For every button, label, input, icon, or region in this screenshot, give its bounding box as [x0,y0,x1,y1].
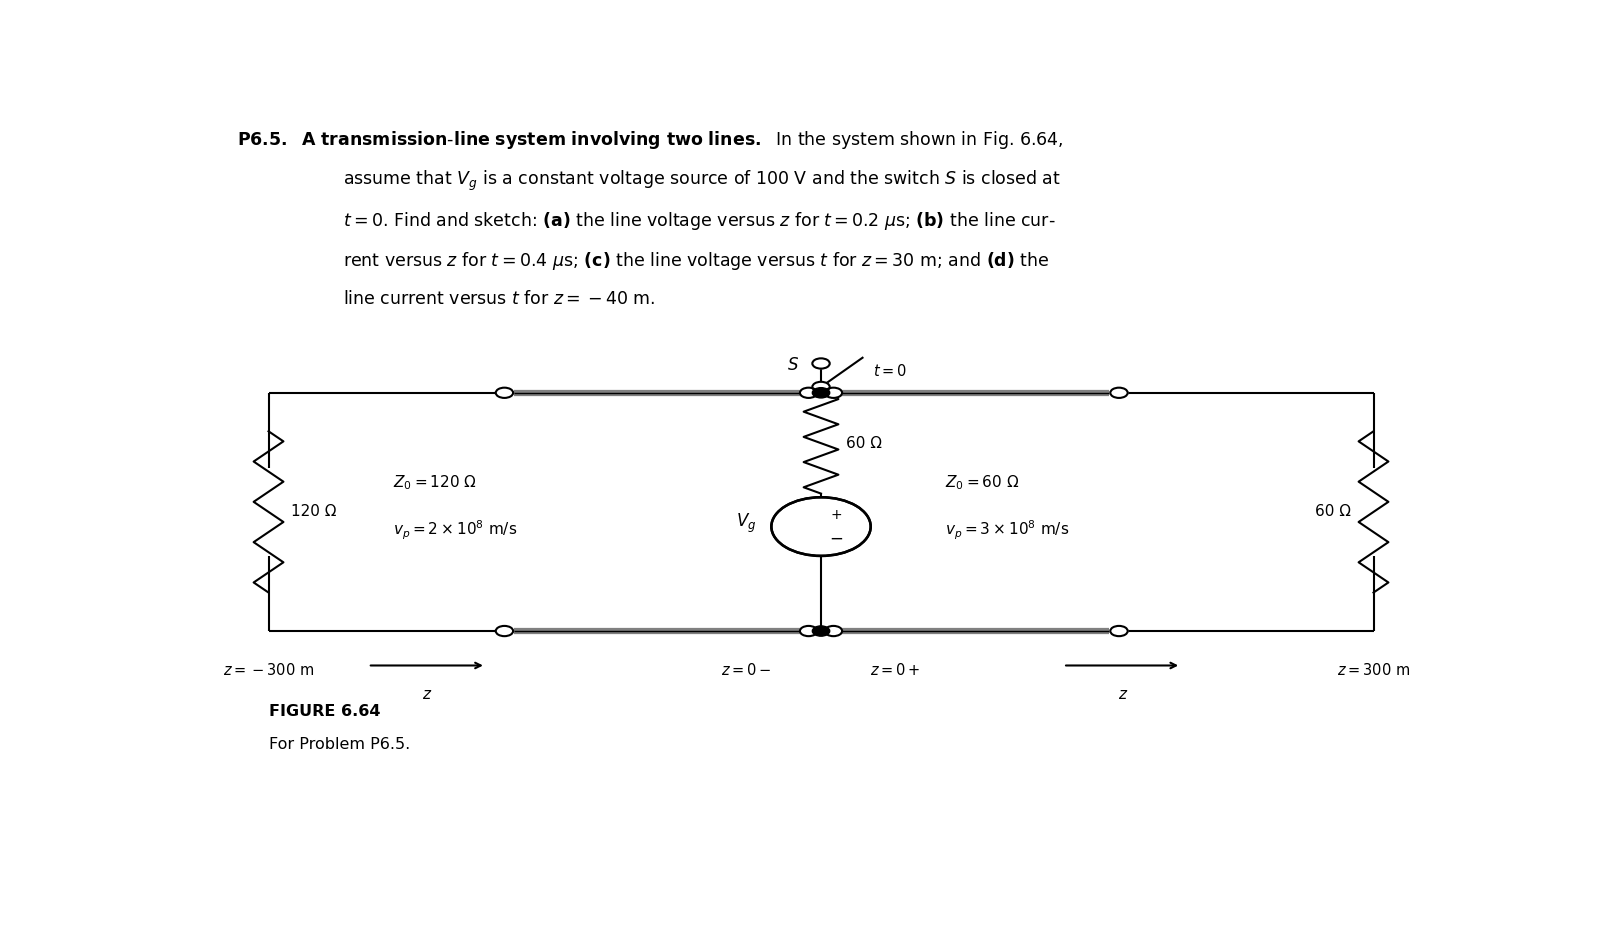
Circle shape [812,387,830,398]
Text: $Z_0 = 120\ \Omega$: $Z_0 = 120\ \Omega$ [392,473,477,492]
Text: line current versus $t$ for $z = -40$ m.: line current versus $t$ for $z = -40$ m. [343,290,655,308]
Text: −: − [828,529,843,547]
Text: $v_p = 2 \times 10^8$ m/s: $v_p = 2 \times 10^8$ m/s [392,519,517,542]
Text: $v_p = 3 \times 10^8$ m/s: $v_p = 3 \times 10^8$ m/s [945,519,1070,542]
Text: $t = 0$. Find and sketch: $\mathbf{(a)}$ the line voltage versus $z$ for $t = 0.: $t = 0$. Find and sketch: $\mathbf{(a)}$… [343,209,1056,231]
Circle shape [812,625,830,636]
Circle shape [495,387,513,398]
Circle shape [1110,387,1128,398]
Circle shape [799,625,817,636]
Text: $z = 0+$: $z = 0+$ [870,662,921,678]
Text: assume that $V_g$ is a constant voltage source of 100 V and the switch $S$ is cl: assume that $V_g$ is a constant voltage … [343,169,1061,193]
Circle shape [812,382,830,392]
Circle shape [812,358,830,368]
Text: rent versus $z$ for $t = 0.4\ \mu$s; $\mathbf{(c)}$ the line voltage versus $t$ : rent versus $z$ for $t = 0.4\ \mu$s; $\m… [343,249,1049,272]
Text: 60 Ω: 60 Ω [1315,505,1350,520]
Text: $z$: $z$ [423,687,433,703]
Circle shape [825,625,843,636]
Text: $z$: $z$ [1118,687,1128,703]
Text: $z = 0-$: $z = 0-$ [721,662,772,678]
Text: $z = -300$ m: $z = -300$ m [223,662,314,678]
Circle shape [774,499,868,554]
Text: 60 Ω: 60 Ω [846,436,881,450]
Circle shape [495,625,513,636]
Circle shape [1110,625,1128,636]
Text: FIGURE 6.64: FIGURE 6.64 [269,704,380,720]
Text: $z = 300$ m: $z = 300$ m [1338,662,1410,678]
Text: $Z_0 = 60\ \Omega$: $Z_0 = 60\ \Omega$ [945,473,1019,492]
Text: For Problem P6.5.: For Problem P6.5. [269,737,410,752]
Text: $V_g$: $V_g$ [737,511,756,534]
Text: $t = 0$: $t = 0$ [873,363,907,379]
Text: +: + [830,507,841,522]
Text: 120 Ω: 120 Ω [292,505,336,520]
Circle shape [825,387,843,398]
Text: $\mathbf{P6.5.}$  $\mathbf{A\ transmission\text{-}line\ system\ involving\ two\ : $\mathbf{P6.5.}$ $\mathbf{A\ transmissio… [237,129,1064,151]
Circle shape [799,387,817,398]
Text: $S$: $S$ [787,356,799,374]
